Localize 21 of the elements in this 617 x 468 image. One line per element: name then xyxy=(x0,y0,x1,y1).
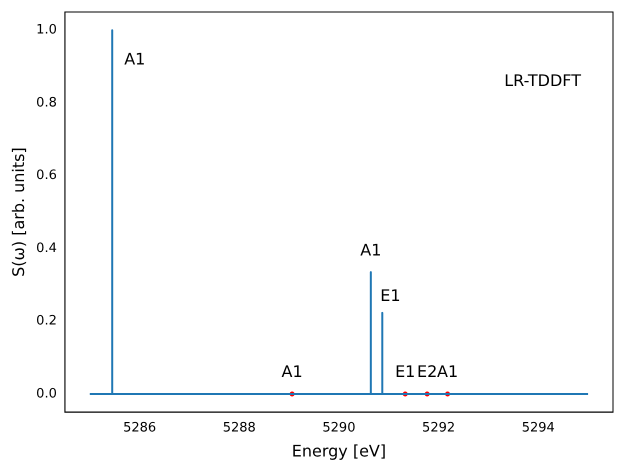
y-tick-label: 0.2 xyxy=(36,314,57,329)
x-tick-label: 5290 xyxy=(322,420,356,436)
y-axis-title: S(ω) [arb. units] xyxy=(8,147,28,277)
annotation: A1 xyxy=(360,240,382,260)
annotation: A1 xyxy=(437,362,458,382)
y-tick-label: 0.8 xyxy=(36,95,57,110)
y-tick-label: 1.0 xyxy=(36,22,57,38)
annotation: A1 xyxy=(282,362,303,382)
y-tick-label: 0.6 xyxy=(36,168,57,184)
annotation: E1 xyxy=(395,362,416,382)
x-tick-label: 5292 xyxy=(422,420,456,436)
annotation: E2 xyxy=(416,362,438,382)
x-tick-label: 5294 xyxy=(522,420,555,436)
y-tick-label: 0.0 xyxy=(36,386,57,402)
x-tick-label: 5286 xyxy=(123,420,156,436)
annotation: LR-TDDFT xyxy=(504,71,582,90)
x-tick-label: 5288 xyxy=(222,420,256,436)
annotation: E1 xyxy=(380,286,401,306)
x-axis-title: Energy [eV] xyxy=(292,442,386,461)
y-tick-label: 0.4 xyxy=(36,240,57,256)
annotation: A1 xyxy=(124,49,146,68)
